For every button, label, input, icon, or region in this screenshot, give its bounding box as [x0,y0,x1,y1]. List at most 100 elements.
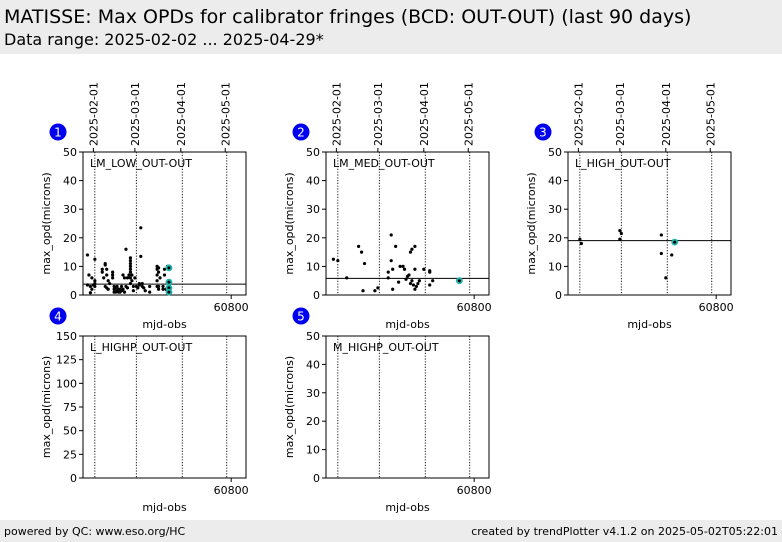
data-point [119,284,124,289]
data-point [413,244,417,248]
x-axis-label: mjd-obs [142,318,187,331]
panel-number: 2 [297,126,305,140]
data-point [100,267,104,271]
y-tick-label: 30 [548,203,562,216]
page-subtitle: Data range: 2025-02-02 ... 2025-04-29* [4,30,324,49]
data-point [143,289,147,293]
date-tick-label: 2025-05-01 [704,82,717,146]
x-axis-label: mjd-obs [627,318,672,331]
data-point [408,250,413,254]
date-tick-label: 2025-05-01 [462,82,475,146]
data-point [428,283,432,287]
data-point [431,279,435,283]
data-point [391,267,395,271]
y-tick-label: 30 [306,203,320,216]
data-point [111,273,115,277]
data-point [362,261,367,266]
data-point [85,253,90,257]
highlight-point-core [457,279,461,283]
data-point [103,261,107,266]
y-tick-label: 150 [56,330,77,343]
x-tick-label: 60800 [214,301,249,314]
data-point [111,270,115,274]
data-point [394,244,398,248]
data-point [345,276,349,280]
data-point [410,247,414,251]
y-tick-label: 40 [306,175,320,188]
data-point [128,261,133,266]
data-point [133,276,137,280]
data-point [140,281,144,286]
y-tick-label: 50 [548,146,562,159]
y-axis-label: max_opd(microns) [40,356,53,458]
panel-number-badge [49,307,67,325]
data-point [148,290,152,294]
data-point [578,237,582,241]
data-point [156,270,161,274]
data-point [122,290,127,294]
date-tick-label: 2025-02-01 [330,82,343,146]
panel-number: 4 [54,310,62,324]
data-point [106,279,110,283]
highlight-point-core [167,286,171,290]
panel-label: M_HIGHP_OUT-OUT [333,341,439,354]
data-point [121,287,125,291]
data-point [128,281,133,286]
data-point [125,286,130,290]
x-tick-label: 60800 [457,484,492,497]
data-point [386,276,390,280]
data-point [136,286,140,290]
data-point [139,254,143,258]
panel-number: 5 [297,310,305,324]
y-tick-label: 125 [56,354,77,367]
data-point [664,276,668,280]
plot-frame [82,335,247,479]
data-point [88,291,93,295]
y-tick-label: 40 [306,358,320,371]
data-point [619,231,623,236]
data-point [404,277,408,281]
data-point [659,233,663,237]
data-point [618,229,622,233]
chart-panel-5: 0 10 20 30 40 50 60800 mjd-obs max_opd(microns) M… [283,307,492,514]
data-point [93,257,97,261]
data-point [125,276,130,280]
y-tick-label: 50 [306,146,320,159]
plot-frame [325,335,490,479]
data-point [105,267,109,271]
data-point [122,276,127,280]
data-point [408,281,413,286]
data-point [414,284,418,289]
plot-frame [82,151,247,296]
data-point [93,281,97,286]
data-point [417,279,421,283]
data-point [88,284,93,289]
x-tick-label: 60800 [214,484,249,497]
page-title: MATISSE: Max OPDs for calibrator fringes… [4,6,692,28]
y-tick-label: 10 [306,260,320,273]
y-tick-label: 30 [63,203,77,216]
date-tick-label: 2025-03-01 [614,82,627,146]
data-point [155,273,159,277]
date-tick-label: 2025-05-01 [219,82,232,146]
y-axis-label: max_opd(microns) [283,172,296,274]
date-tick-label: 2025-03-01 [372,82,385,146]
data-point [115,284,119,289]
data-point [127,273,131,277]
y-tick-label: 20 [306,415,320,428]
data-point [389,233,393,237]
data-point [156,266,161,270]
y-tick-label: 0 [70,289,77,302]
x-axis-label: mjd-obs [385,501,430,514]
footer-credit[interactable]: powered by QC: www.eso.org/HC [4,525,186,538]
data-point [413,287,417,291]
data-point [128,259,133,263]
data-point [407,273,411,277]
data-point [102,276,106,280]
data-point [401,264,405,268]
panel-number: 3 [539,126,547,140]
data-point [361,289,365,293]
data-point [90,276,94,280]
data-point [108,281,112,286]
data-point [155,279,159,283]
